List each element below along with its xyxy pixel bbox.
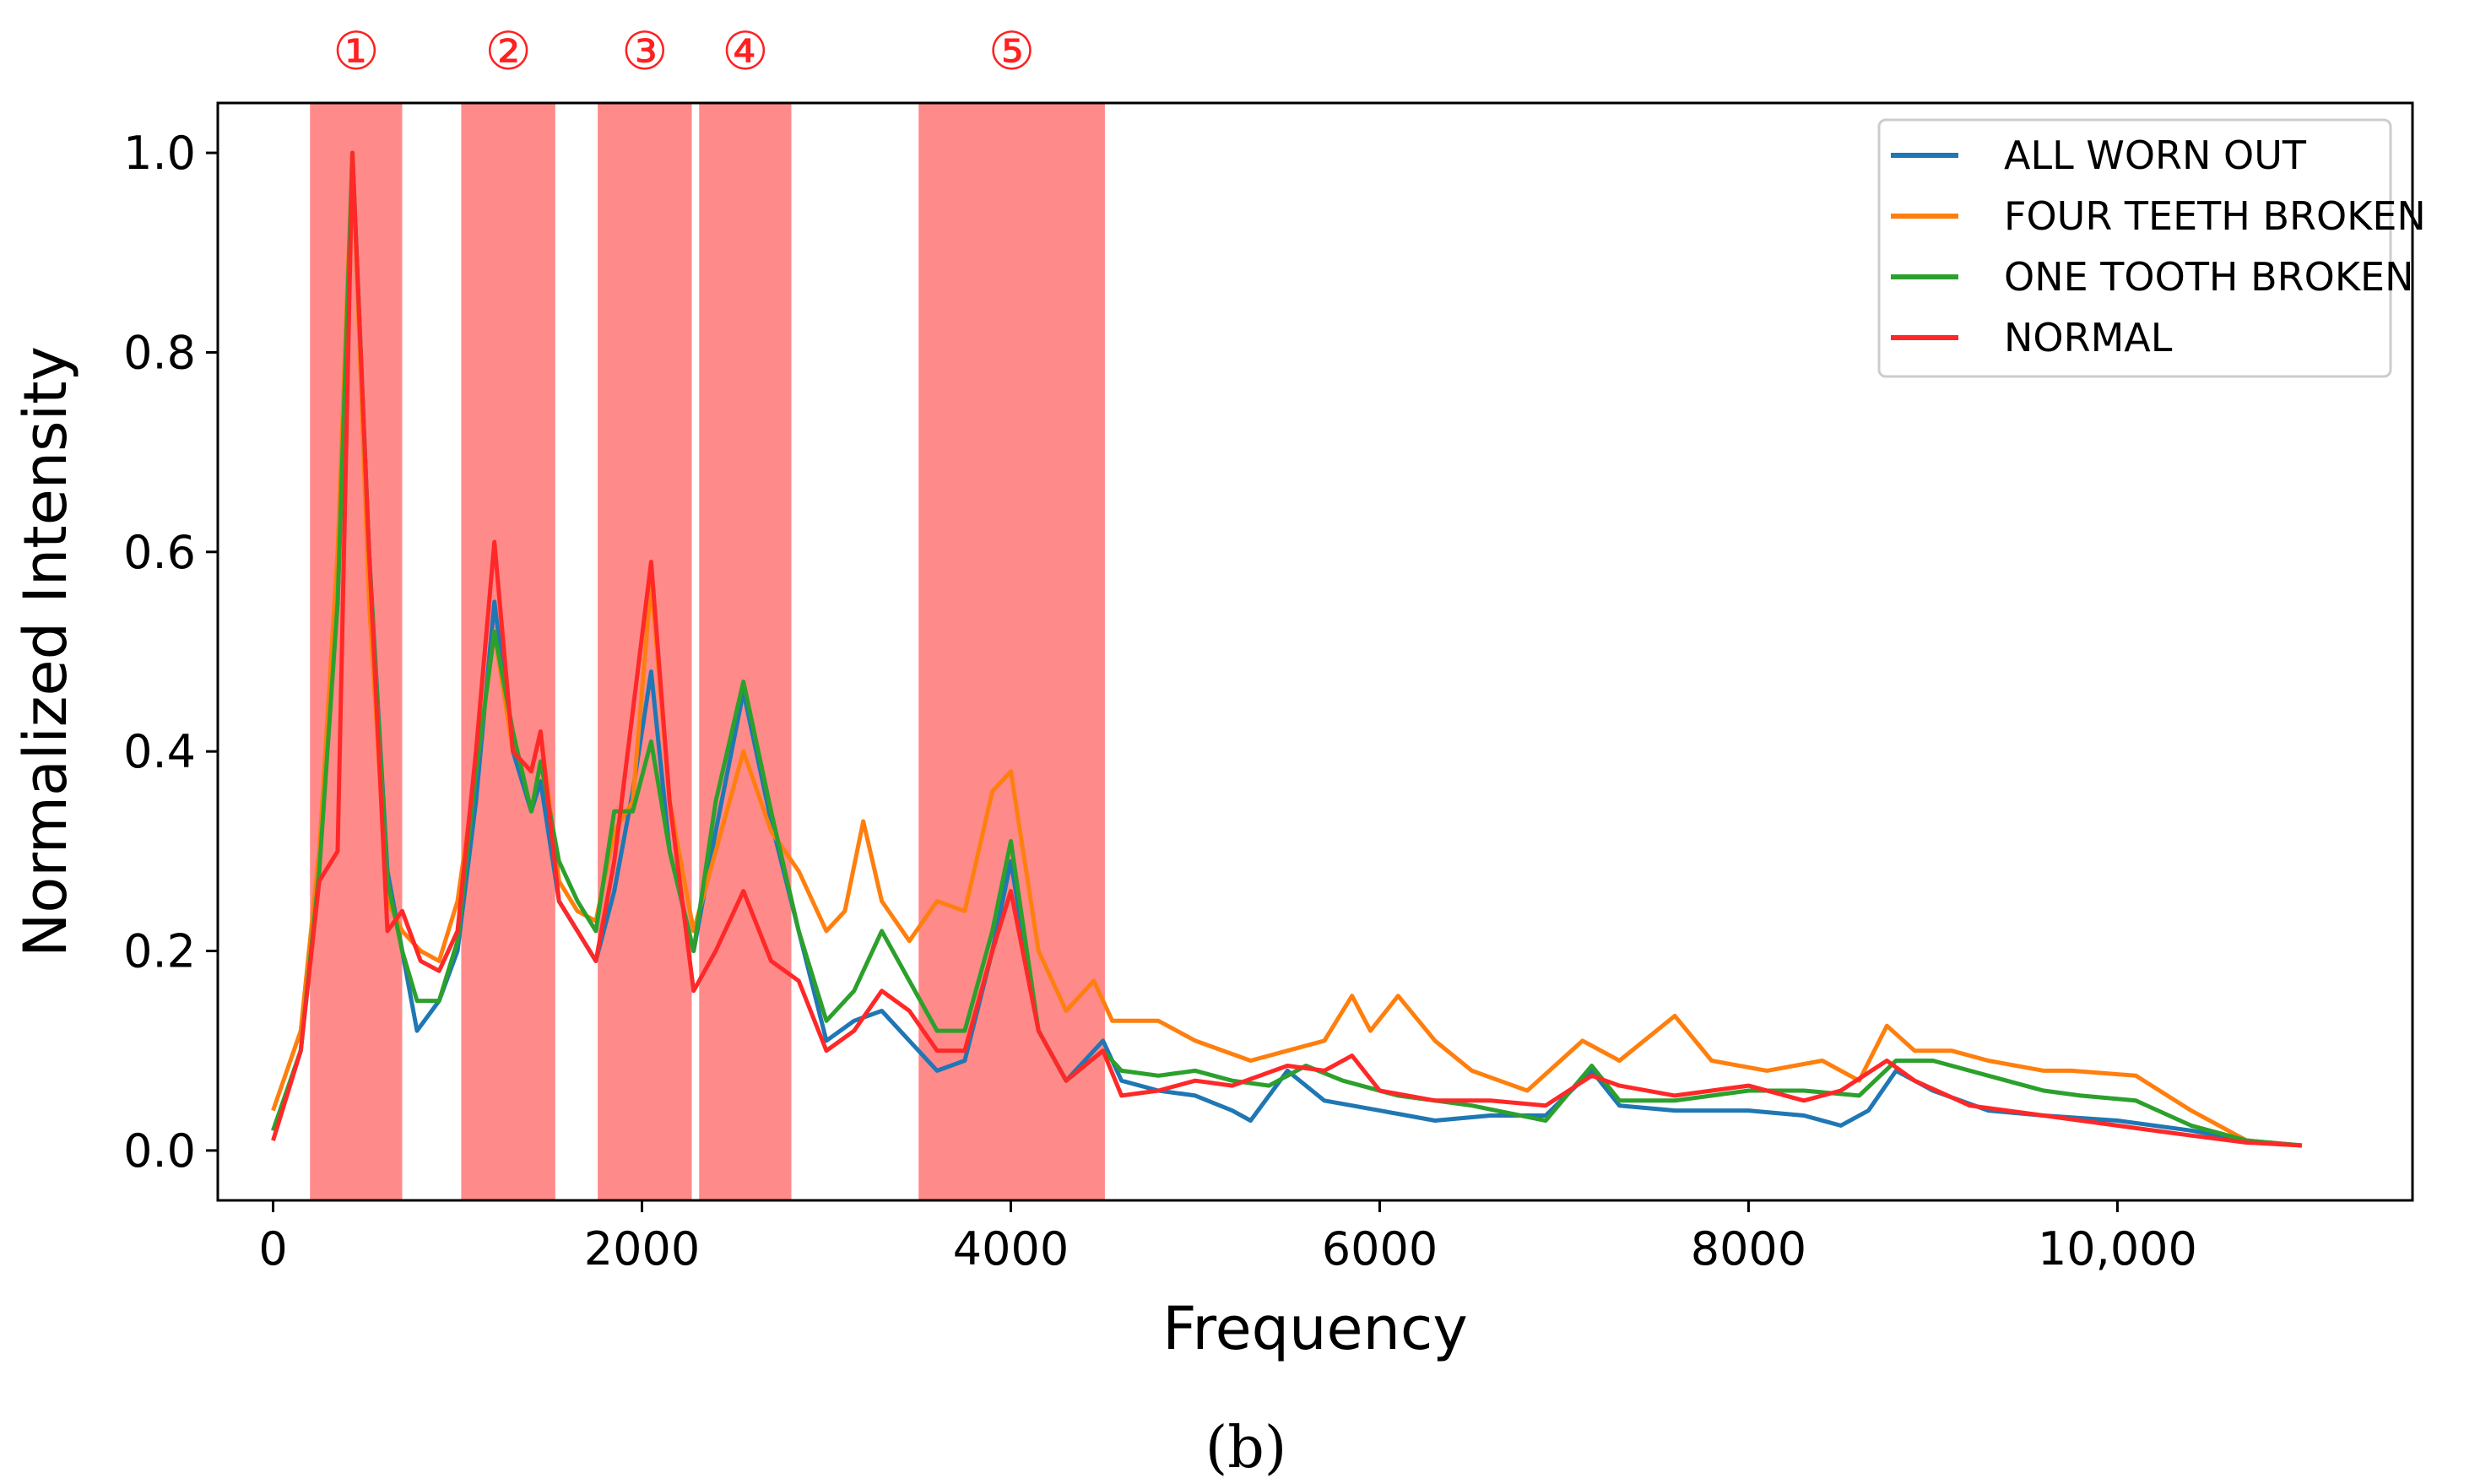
series-line-1 [271,150,2303,1148]
band-5 [918,103,1105,1200]
legend-label-2: FOUR TEETH BROKEN [2004,193,2426,239]
x-tick-label: 0 [258,1222,287,1275]
band-2 [461,103,555,1200]
x-tick-label: 6000 [1322,1222,1438,1275]
plot-frame [216,101,2414,1202]
x-axis-ticks: 0 2000 4000 6000 8000 10,000 [258,1200,2197,1275]
legend-label-1: ALL WORN OUT [2004,133,2307,178]
series-line-4 [271,150,2303,1148]
y-tick-label: 0.2 [123,925,196,978]
y-tick-label: 0.8 [123,326,196,379]
x-tick-label: 10,000 [2038,1222,2197,1275]
band-label-3: ③ [621,20,669,82]
y-tick-label: 0.6 [123,526,196,579]
x-tick-label: 4000 [953,1222,1069,1275]
legend-label-3: ONE TOOTH BROKEN [2004,254,2414,300]
band-label-1: ① [333,20,380,82]
y-tick-label: 1.0 [123,127,196,180]
legend-box [1877,118,2392,378]
legend: ALL WORN OUT FOUR TEETH BROKEN ONE TOOTH B… [1877,118,2426,378]
x-tick-label: 2000 [584,1222,700,1275]
band-label-2: ② [485,20,532,82]
y-tick-label: 0.4 [123,725,196,778]
y-axis-label: Normalized Intensity [11,346,80,957]
x-tick-label: 8000 [1691,1222,1806,1275]
band-label-5: ⑤ [988,20,1036,82]
y-tick-label: 0.0 [123,1124,196,1178]
legend-label-4: NORMAL [2004,315,2173,360]
x-axis-label: Frequency [1162,1294,1468,1363]
band-label-4: ④ [722,20,769,82]
series-lines [271,150,2303,1148]
figure-caption: (b) [1205,1415,1287,1481]
y-axis-ticks: 0.0 0.2 0.4 0.6 0.8 1.0 [123,127,218,1178]
band-4 [699,103,792,1200]
